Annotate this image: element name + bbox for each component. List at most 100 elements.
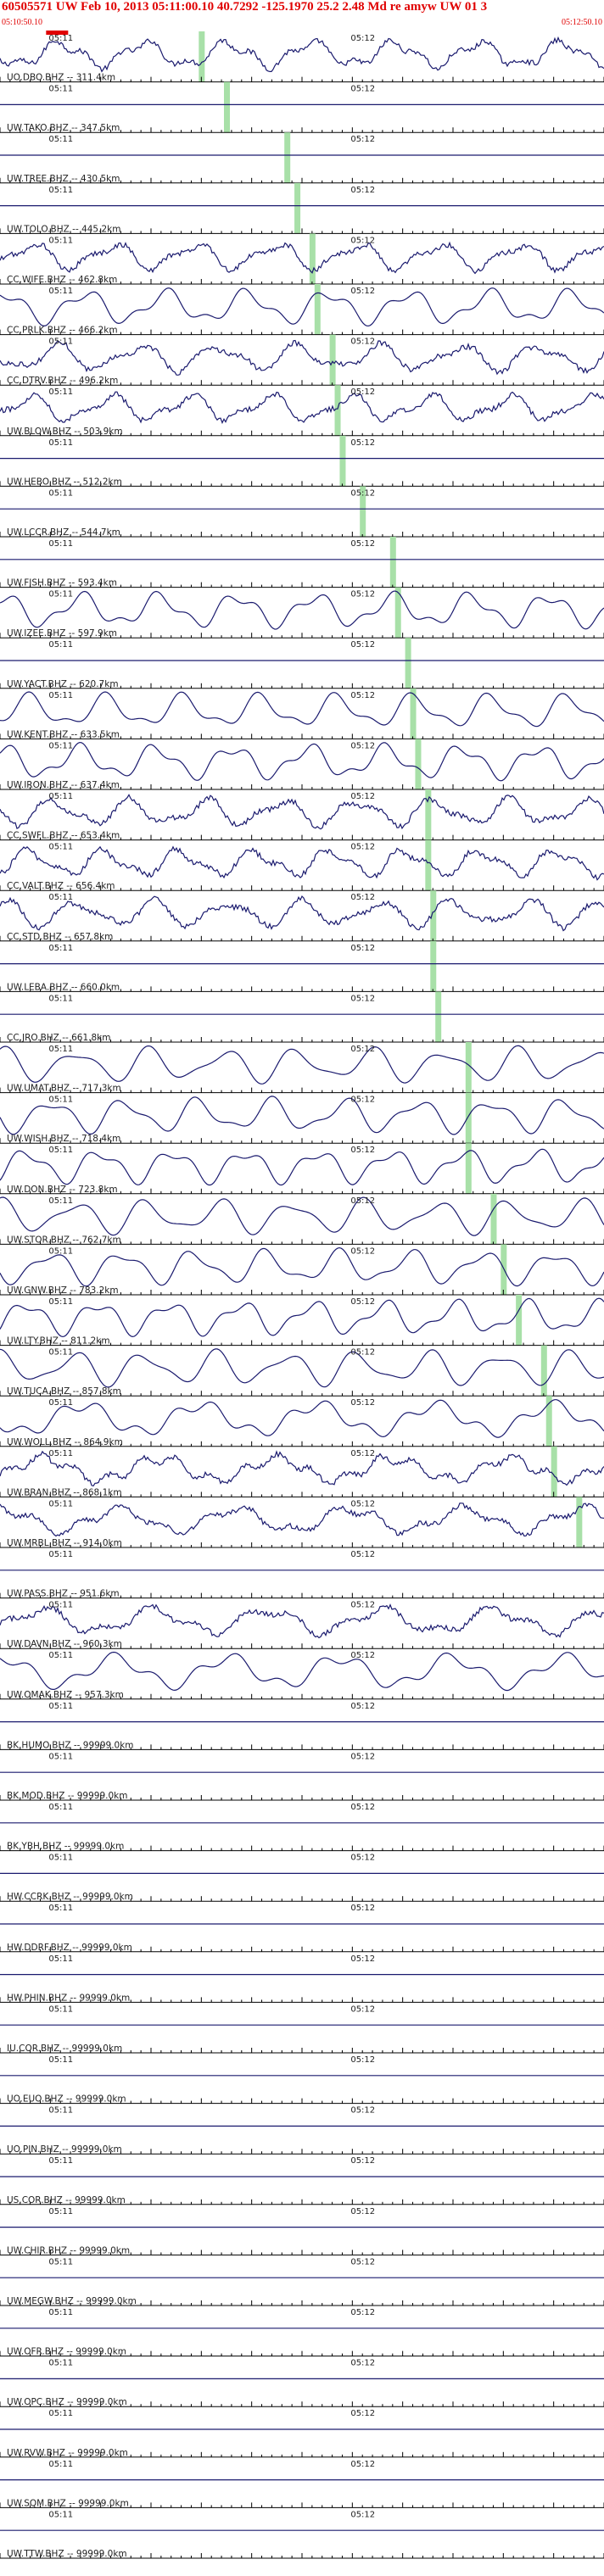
waveform-trace — [0, 287, 604, 327]
time-tick-label: 05:11 — [48, 944, 73, 953]
time-tick-label: 05:11 — [48, 1045, 73, 1054]
time-tick-label: 05:12 — [350, 388, 375, 397]
channel-panel: 05:11 05:12 UW.HEBO.BHZ -- 512.2km — [0, 435, 604, 487]
pick-marker — [224, 81, 230, 133]
channel-label: CC.JRO.BHZ -- 661.8km — [7, 1033, 110, 1043]
waveform-trace — [0, 1651, 604, 1692]
time-tick-label: 05:11 — [48, 2257, 73, 2267]
time-tick-label: 05:12 — [350, 539, 375, 549]
channel-panel: 05:11 05:12 CC.SWFL.BHZ -- 653.4km — [0, 789, 604, 841]
time-tick-label: 05:12 — [350, 1246, 375, 1256]
channel-panel: 05:11 05:12 UW.STOR.BHZ -- 762.7km — [0, 1193, 604, 1245]
time-tick-label: 05:12 — [350, 34, 375, 43]
channel-panel: 05:11 05:12 UW.SQM.BHZ -- 99999.0km — [0, 2460, 604, 2508]
waveform-trace — [0, 1196, 604, 1236]
time-tick-label: 05:11 — [48, 2207, 73, 2216]
channel-panel: 05:11 05:12 UO.EUO.BHZ -- 99999.0km — [0, 2055, 604, 2105]
channel-panel: 05:11 05:12 HW.DDRF.BHZ -- 99999.0km — [0, 1904, 604, 1953]
channel-panel: 05:11 05:12 US.COR.BHZ -- 99999.0km — [0, 2156, 604, 2205]
time-tick-label: 05:11 — [48, 1601, 73, 1610]
channel-panel: 05:11 05:12 UW.MRBL.BHZ -- 914.0km — [0, 1497, 604, 1548]
time-tick-label: 05:11 — [48, 1146, 73, 1155]
channel-panel: 05:11 05:12 UW.MEGW.BHZ -- 99999.0km — [0, 2257, 604, 2306]
pick-marker — [294, 182, 301, 234]
time-tick-label: 05:11 — [48, 2308, 73, 2317]
time-tick-label: 05:11 — [48, 2460, 73, 2469]
time-tick-label: 05:12 — [350, 640, 375, 650]
time-tick-label: 05:11 — [48, 590, 73, 599]
pick-marker — [465, 1042, 472, 1093]
channel-label: UW.RVW.BHZ -- 99999.0km — [7, 2448, 128, 2458]
channel-label: UW.LEBA.BHZ -- 660.0km — [7, 982, 120, 992]
waveform-trace — [0, 339, 604, 376]
time-tick-label: 05:12 — [350, 1146, 375, 1155]
time-tick-label: 05:12 — [350, 2359, 375, 2368]
time-tick-label: 05:11 — [48, 186, 73, 195]
channel-panel: 05:11 05:12 IU.COR.BHZ -- 99999.0km — [0, 2004, 604, 2054]
channel-label: HW.DDRF.BHZ -- 99999.0km — [7, 1943, 132, 1953]
channel-label: UW.UMAT.BHZ -- 717.3km — [7, 1084, 121, 1094]
time-tick-label: 05:11 — [48, 994, 73, 1003]
waveform-trace — [0, 391, 604, 425]
waveform-trace — [0, 895, 604, 932]
channel-label: UW.WISH.BHZ -- 718.4km — [7, 1134, 120, 1144]
time-tick-label: 05:11 — [48, 1449, 73, 1458]
channel-panel: 05:11 05:12 CC.DTRV.BHZ -- 496.2km — [0, 334, 604, 386]
time-tick-label: 05:12 — [350, 1398, 375, 1408]
channel-panel: 05:11 05:12 UO.DBO.BHZ -- 311.4km — [0, 31, 604, 83]
waveform-trace — [0, 1348, 604, 1388]
pick-marker — [314, 284, 321, 335]
channel-label: UW.KENT.BHZ -- 633.5km — [7, 729, 120, 739]
time-tick-label: 05:11 — [48, 2510, 73, 2519]
time-tick-label: 05:12 — [350, 2257, 375, 2267]
time-tick-label: 05:12 — [350, 337, 375, 347]
pick-marker — [339, 435, 346, 487]
channel-panel: 05:11 05:12 UW.PASS.BHZ -- 951.6km — [0, 1550, 604, 1599]
waveform-trace — [0, 1603, 604, 1639]
time-tick-label: 05:12 — [350, 691, 375, 700]
time-tick-label: 05:12 — [350, 135, 375, 144]
pick-marker — [425, 789, 432, 840]
time-tick-label: 05:11 — [48, 843, 73, 852]
channel-panel: 05:11 05:12 BK.YBH.BHZ -- 99999.0km — [0, 1803, 604, 1852]
waveform-trace — [0, 1503, 604, 1537]
time-tick-label: 05:11 — [48, 2055, 73, 2065]
channel-label: UW.FISH.BHZ -- 593.4km — [7, 578, 117, 588]
time-tick-label: 05:11 — [48, 792, 73, 801]
time-tick-label: 05:11 — [48, 1550, 73, 1559]
time-tick-label: 05:12 — [350, 843, 375, 852]
waveform-trace — [0, 36, 604, 73]
channel-label: UW.OFR.BHZ -- 99999.0km — [7, 2347, 126, 2357]
time-tick-label: 05:11 — [48, 640, 73, 650]
time-tick-label: 05:11 — [48, 135, 73, 144]
channel-panel: 05:11 05:12 BK.HUMO.BHZ -- 99999.0km — [0, 1702, 604, 1750]
pick-marker — [410, 688, 417, 739]
channel-label: UW.LCCR.BHZ -- 544.7km — [7, 527, 120, 538]
channel-panel: 05:11 05:12 UW.LEBA.BHZ -- 660.0km — [0, 940, 604, 992]
channel-label: UO.PIN.BHZ -- 99999.0km — [7, 2144, 122, 2155]
channel-panel: 05:11 05:12 HW.CCRK.BHZ -- 99999.0km — [0, 1854, 604, 1902]
channel-panel: 05:11 05:12 UW.CHIR.BHZ -- 99999.0km — [0, 2207, 604, 2255]
channel-label: UW.TAKO.BHZ -- 347.5km — [7, 123, 120, 133]
time-tick-label: 05:11 — [48, 1398, 73, 1408]
channel-panel: 05:11 05:12 CC.PRLK.BHZ -- 466.2km — [0, 284, 604, 336]
channel-label: UW.BRAN.BHZ -- 868.1km — [7, 1487, 122, 1497]
time-tick-label: 05:11 — [48, 1499, 73, 1508]
channel-panel: 05:11 05:12 UW.LTY.BHZ -- 811.2km — [0, 1295, 604, 1347]
channel-panel: 05:11 05:12 UW.YACT.BHZ -- 620.7km — [0, 638, 604, 689]
pick-marker — [545, 1396, 552, 1447]
time-tick-label: 05:11 — [48, 893, 73, 902]
time-tick-label: 05:11 — [48, 2004, 73, 2014]
time-tick-label: 05:12 — [350, 236, 375, 245]
time-tick-label: 05:12 — [350, 488, 375, 498]
pick-marker — [465, 1143, 472, 1194]
pick-marker — [405, 638, 411, 689]
time-tick-label: 05:11 — [48, 1803, 73, 1812]
channel-panel: 05:11 05:12 UW.BLOW.BHZ -- 503.9km — [0, 385, 604, 437]
time-tick-label: 05:11 — [48, 691, 73, 700]
time-tick-label: 05:12 — [350, 1297, 375, 1307]
pick-marker — [199, 31, 205, 82]
pick-marker — [360, 486, 366, 537]
channel-panel: 05:11 05:12 UW.GNW.BHZ -- 783.2km — [0, 1244, 604, 1296]
time-tick-label: 05:11 — [48, 539, 73, 549]
